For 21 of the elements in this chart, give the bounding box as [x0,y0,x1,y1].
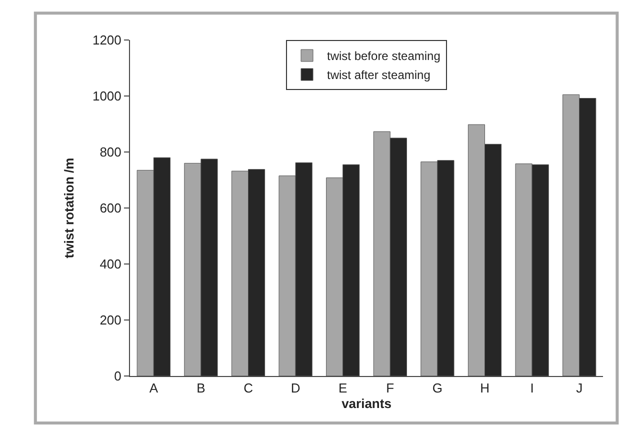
x-tick-label: F [386,380,394,396]
x-tick-label: D [290,380,300,396]
x-tick-label: H [480,380,490,396]
x-tick-label: E [338,380,348,396]
y-tick-label: 0 [114,368,122,384]
legend-label: twist before steaming [327,49,440,64]
y-axis-title: twist rotation /m [61,158,76,258]
x-tick-label: C [244,380,253,396]
y-tick-label: 1200 [92,32,122,48]
y-tick-label: 400 [100,256,122,272]
x-tick-label: B [196,380,206,396]
legend-label: twist after steaming [327,68,430,82]
y-tick-label: 600 [100,200,122,216]
x-axis-title: variants [342,396,392,412]
x-tick-label: G [432,380,443,396]
x-tick-label: A [149,380,158,396]
y-tick-label: 1000 [92,88,122,104]
x-tick-label: J [576,380,583,396]
x-tick-label: I [530,380,534,396]
y-tick-label: 800 [100,144,122,160]
y-tick-label: 200 [100,312,122,328]
